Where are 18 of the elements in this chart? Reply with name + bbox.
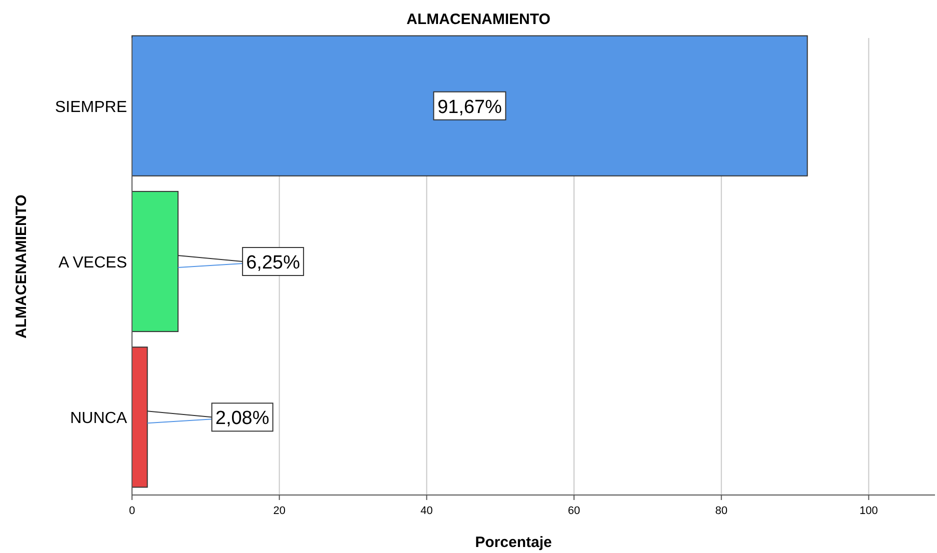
y-tick-label: A VECES <box>58 254 127 272</box>
x-tick-label: 20 <box>273 505 286 517</box>
bar <box>132 35 808 176</box>
x-tick-label: 80 <box>715 505 728 517</box>
y-axis-title: ALMACENAMIENTO <box>13 194 30 338</box>
x-tick-label: 40 <box>420 505 433 517</box>
x-tick-label: 0 <box>128 505 136 517</box>
x-axis-title: Porcentaje <box>475 534 552 551</box>
x-tick-label: 60 <box>568 505 580 517</box>
y-tick-label: NUNCA <box>70 410 128 428</box>
data-label: 2,08% <box>215 408 270 430</box>
bar <box>132 346 148 488</box>
data-label: 6,25% <box>246 252 300 274</box>
y-tick-label: SIEMPRE <box>54 98 127 116</box>
bar <box>132 190 179 332</box>
x-tick-label: 100 <box>860 505 878 517</box>
chart-title: ALMACENAMIENTO <box>406 11 551 28</box>
data-label: 91,67% <box>437 96 502 118</box>
